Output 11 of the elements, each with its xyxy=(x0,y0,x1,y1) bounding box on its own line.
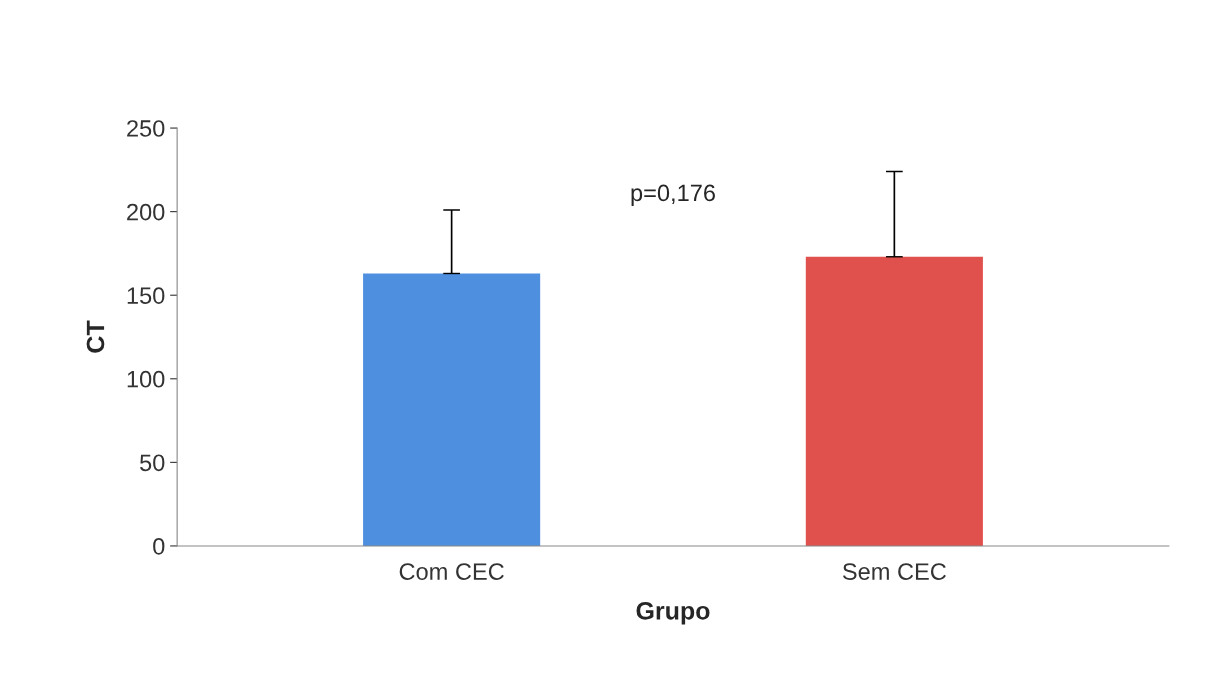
x-axis-title: Grupo xyxy=(636,601,710,625)
y-tick-label: 0 xyxy=(153,538,165,555)
y-tick-label: 150 xyxy=(127,287,165,304)
y-tick-label: 50 xyxy=(140,454,165,472)
y-tick-label: 100 xyxy=(127,370,165,388)
y-tick-label: 200 xyxy=(127,203,165,221)
y-axis-title: CT xyxy=(86,320,105,353)
x-tick-label: Sem CEC xyxy=(842,563,946,580)
annotation: p=0,176 xyxy=(631,184,715,206)
y-tick-label: 250 xyxy=(127,120,165,137)
x-tick-label: Com CEC xyxy=(399,563,504,580)
